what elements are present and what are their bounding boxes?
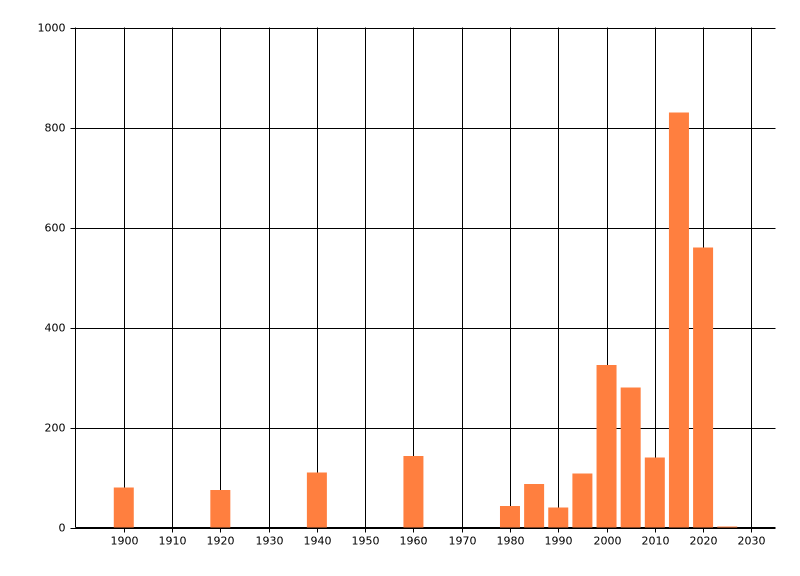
x-tick-label: 1980 [497,535,525,548]
x-tick-label: 1940 [304,535,332,548]
x-tick-label: 1970 [449,535,477,548]
x-tick-label: 2010 [642,535,670,548]
y-tick-label: 0 [59,522,66,535]
bar [113,487,134,528]
x-tick-label: 1950 [352,535,380,548]
x-tick-label: 1920 [207,535,235,548]
bar [210,490,231,528]
y-tick-label: 600 [45,222,66,235]
bar [717,526,738,528]
x-tick-label: 2000 [594,535,622,548]
x-tick-label: 1930 [256,535,284,548]
y-tick-label: 800 [45,122,66,135]
bar [644,457,665,528]
x-tick-label: 1900 [111,535,139,548]
bar [499,506,520,528]
y-tick-label: 200 [45,422,66,435]
y-tick-label: 400 [45,322,66,335]
bar [693,247,714,528]
bar [668,112,689,528]
x-tick-label: 1960 [400,535,428,548]
bar [572,473,593,528]
bar [403,456,424,528]
x-tick-label: 1990 [545,535,573,548]
bar [306,472,327,528]
x-tick-label: 2020 [690,535,718,548]
bar [620,387,641,528]
y-tick-label: 1000 [38,22,66,35]
bar [548,507,569,528]
x-tick-label: 2030 [738,535,766,548]
x-tick-label: 1910 [159,535,187,548]
bar [524,484,545,528]
bar [596,365,617,528]
